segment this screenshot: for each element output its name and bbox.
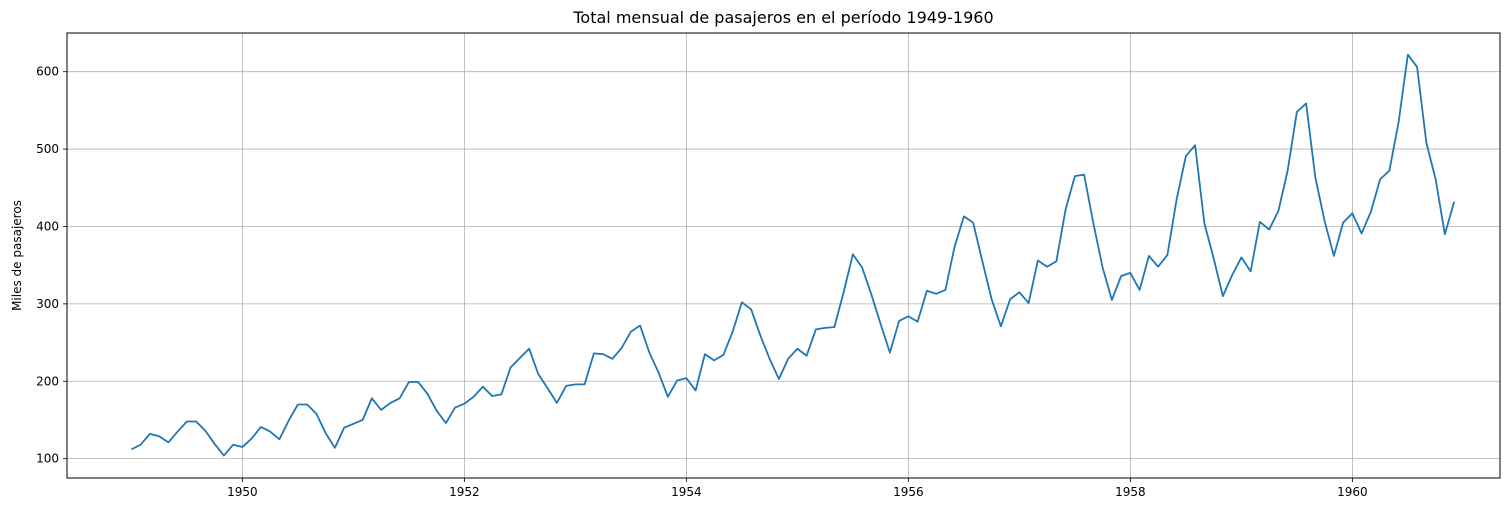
x-tick-label: 1954 (671, 485, 702, 499)
y-tick-label: 300 (36, 297, 59, 311)
x-tick-label: 1950 (227, 485, 258, 499)
chart-title: Total mensual de pasajeros en el período… (572, 8, 993, 27)
series-line (130, 53, 1455, 457)
y-axis-label: Miles de pasajeros (10, 200, 24, 311)
plot-frame (66, 32, 1501, 479)
y-tick-label: 200 (36, 374, 59, 388)
x-tick-label: 1960 (1337, 485, 1368, 499)
series-layer (130, 53, 1455, 457)
y-tick-label: 500 (36, 142, 59, 156)
y-tick-label: 600 (36, 65, 59, 79)
x-tick-label: 1952 (449, 485, 480, 499)
x-tick-label: 1956 (893, 485, 924, 499)
y-tick-label: 100 (36, 452, 59, 466)
x-tick-label: 1958 (1115, 485, 1146, 499)
x-axis: 1950 1952 1954 1956 1958 1960 (227, 478, 1368, 499)
grid (67, 33, 1500, 478)
y-tick-label: 400 (36, 219, 59, 233)
y-axis: 100 200 300 400 500 600 (36, 65, 67, 466)
